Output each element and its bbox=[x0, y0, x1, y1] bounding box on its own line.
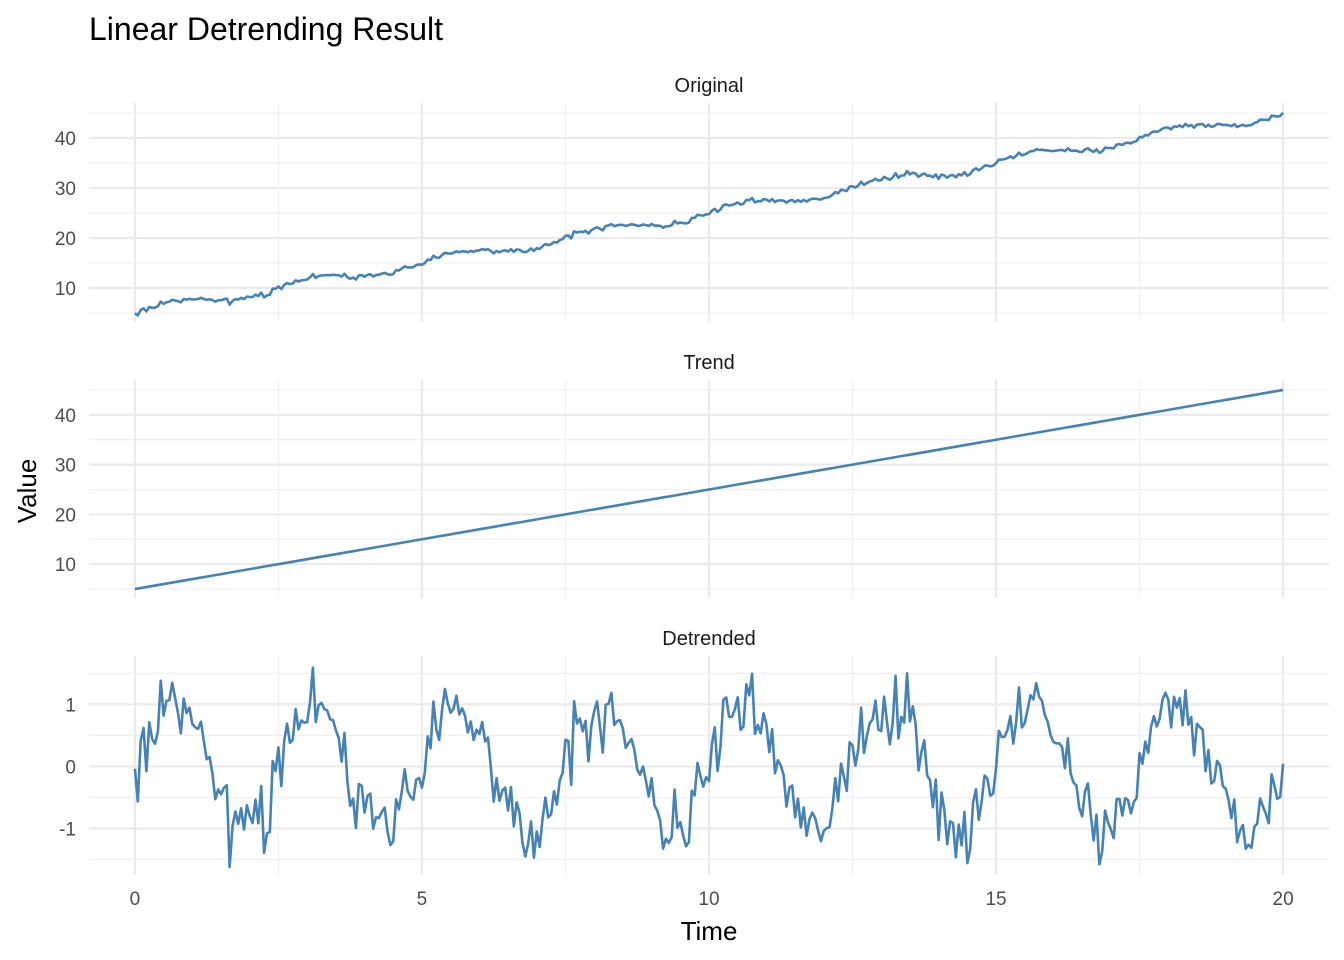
x-axis-title: Time bbox=[681, 916, 738, 946]
y-tick-label: 0 bbox=[65, 757, 76, 778]
x-tick-label: 15 bbox=[985, 889, 1006, 910]
y-tick-label: 30 bbox=[55, 179, 76, 200]
y-tick-label: 20 bbox=[55, 229, 76, 250]
strip-label-original: Original bbox=[675, 75, 744, 97]
gridlines bbox=[89, 103, 1329, 322]
y-axis-title: Value bbox=[12, 459, 42, 524]
y-tick-label: 10 bbox=[55, 555, 76, 576]
y-tick-label: -1 bbox=[59, 819, 76, 840]
y-tick-label: 20 bbox=[55, 505, 76, 526]
x-tick-label: 0 bbox=[130, 889, 141, 910]
y-tick-label: 40 bbox=[55, 129, 76, 150]
chart-title: Linear Detrending Result bbox=[89, 11, 443, 47]
x-tick-label: 5 bbox=[417, 889, 428, 910]
series-line-original bbox=[134, 111, 1285, 317]
panels: Original10203040Trend10203040Detrended-1… bbox=[55, 75, 1329, 910]
y-tick-label: 40 bbox=[55, 406, 76, 427]
y-tick-label: 1 bbox=[65, 695, 76, 716]
y-tick-label: 10 bbox=[55, 279, 76, 300]
x-tick-label: 10 bbox=[698, 889, 719, 910]
strip-label-trend: Trend bbox=[683, 352, 735, 374]
panel-detrended: Detrended -1 0 1 bbox=[59, 628, 1329, 875]
series-line-detrended bbox=[133, 666, 1285, 869]
strip-label-detrended: Detrended bbox=[662, 628, 755, 650]
x-tick-label: 20 bbox=[1273, 889, 1294, 910]
y-tick-label: 30 bbox=[55, 456, 76, 477]
series-line-trend bbox=[134, 388, 1284, 591]
gridlines bbox=[89, 380, 1329, 598]
panel-original: Original 10 20 30 40 bbox=[55, 75, 1329, 322]
panel-trend: Trend 10 20 30 40 bbox=[55, 352, 1329, 598]
